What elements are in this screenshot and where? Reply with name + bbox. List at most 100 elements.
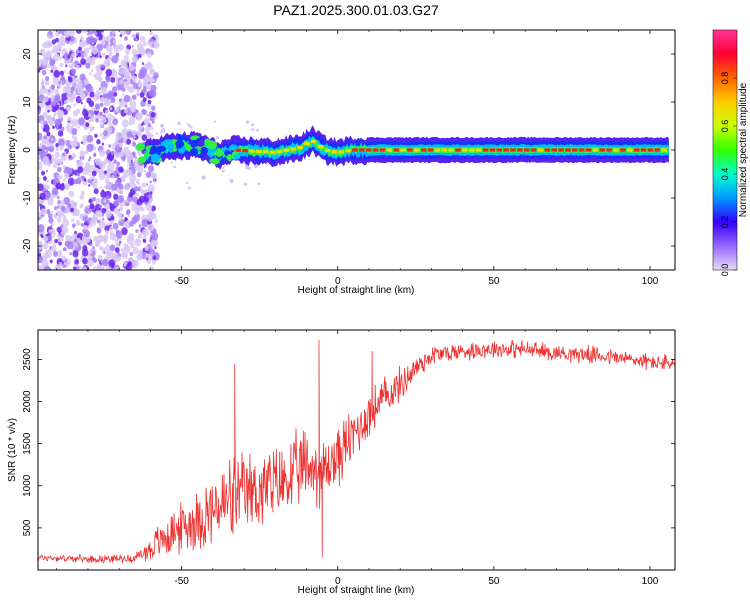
noise-blob: [153, 41, 160, 49]
noise-blob: [213, 120, 217, 123]
noise-blob: [129, 251, 134, 257]
ridge-core: [475, 148, 482, 152]
noise-blob: [137, 232, 143, 239]
noise-blob: [93, 258, 98, 263]
noise-blob: [222, 166, 225, 170]
noise-blob: [40, 235, 44, 239]
x-tick-label: -50: [174, 576, 189, 587]
noise-blob: [108, 259, 116, 268]
noise-blob: [85, 162, 90, 168]
noise-blob: [63, 70, 67, 74]
noise-blob: [82, 215, 88, 222]
noise-blob: [67, 177, 75, 186]
noise-blob: [97, 210, 102, 215]
noise-blob: [131, 180, 135, 185]
noise-blob: [80, 141, 84, 145]
noise-blob: [86, 204, 90, 209]
noise-blob: [82, 266, 87, 270]
noise-blob: [243, 182, 248, 186]
noise-blob: [57, 83, 62, 88]
noise-blob: [109, 92, 114, 98]
noise-blob: [80, 101, 83, 105]
ridge-core: [304, 142, 310, 146]
noise-blob: [112, 115, 116, 119]
noise-blob: [89, 91, 95, 98]
noise-blob: [50, 84, 56, 90]
noise-blob: [83, 229, 91, 238]
noise-blob: [115, 230, 123, 239]
noise-blob: [147, 61, 151, 66]
ridge-blob: [166, 142, 175, 152]
noise-blob: [155, 132, 159, 136]
noise-blob: [102, 217, 105, 221]
noise-blob: [71, 152, 77, 159]
noise-blob: [104, 203, 110, 210]
ridge-core: [331, 150, 338, 154]
noise-blob: [152, 79, 156, 83]
noise-blob: [126, 86, 131, 91]
noise-blob: [256, 128, 260, 132]
noise-blob: [41, 170, 46, 176]
x-tick-label: 50: [488, 576, 500, 587]
noise-blob: [70, 86, 75, 92]
noise-blob: [73, 241, 79, 248]
noise-blob: [83, 105, 86, 108]
noise-blob: [82, 257, 88, 265]
noise-blob: [131, 141, 137, 147]
x-tick-label: 100: [642, 576, 659, 587]
noise-blob: [137, 81, 143, 88]
noise-blob: [58, 114, 63, 119]
x-tick-label: -50: [174, 276, 189, 287]
spectrogram-x-label: Height of straight line (km): [298, 285, 415, 296]
y-tick-label: 1000: [22, 474, 33, 497]
noise-blob: [177, 121, 181, 126]
noise-blob: [59, 145, 64, 151]
noise-blob: [53, 30, 56, 33]
noise-blob: [42, 235, 48, 242]
noise-blob: [57, 205, 60, 209]
noise-blob: [76, 237, 81, 243]
noise-blob: [88, 198, 93, 204]
noise-blob: [95, 118, 99, 123]
noise-blob: [121, 119, 129, 128]
noise-blob: [54, 89, 60, 95]
noise-blob: [123, 138, 127, 143]
noise-blob: [82, 141, 86, 146]
ridge-blob: [176, 134, 183, 143]
noise-blob: [68, 190, 75, 198]
noise-blob: [57, 196, 60, 200]
noise-blob: [91, 179, 97, 185]
noise-blob: [51, 49, 56, 54]
ridge-blob: [137, 156, 147, 164]
noise-blob: [143, 86, 147, 91]
ridge-core: [551, 148, 557, 152]
noise-blob: [103, 97, 109, 104]
noise-blob: [86, 143, 94, 153]
noise-blob: [82, 245, 88, 252]
noise-blob: [247, 166, 251, 171]
ridge-core: [276, 149, 283, 154]
ridge-core: [297, 146, 303, 150]
noise-blob: [79, 73, 86, 81]
noise-blob: [51, 59, 56, 65]
noise-blob: [52, 115, 56, 118]
noise-blob: [38, 100, 46, 109]
noise-blob: [119, 98, 122, 102]
noise-blob: [46, 209, 51, 215]
ridge-blob: [207, 140, 218, 150]
noise-blob: [45, 75, 50, 82]
ridge-core: [578, 148, 585, 152]
noise-blob: [136, 181, 141, 185]
noise-blob: [149, 31, 153, 36]
colorbar-ticks: 0.0 0.2 0.4 0.6 0.8: [720, 72, 737, 276]
noise-blob: [150, 126, 154, 131]
noise-blob: [57, 200, 61, 205]
noise-blob: [41, 57, 49, 67]
ridge-blob: [149, 145, 159, 155]
noise-blob: [67, 116, 72, 122]
noise-blob: [51, 245, 57, 252]
noise-blob: [99, 96, 105, 103]
ridge-core: [352, 148, 358, 152]
noise-blob: [115, 242, 119, 247]
noise-blob: [145, 171, 152, 178]
